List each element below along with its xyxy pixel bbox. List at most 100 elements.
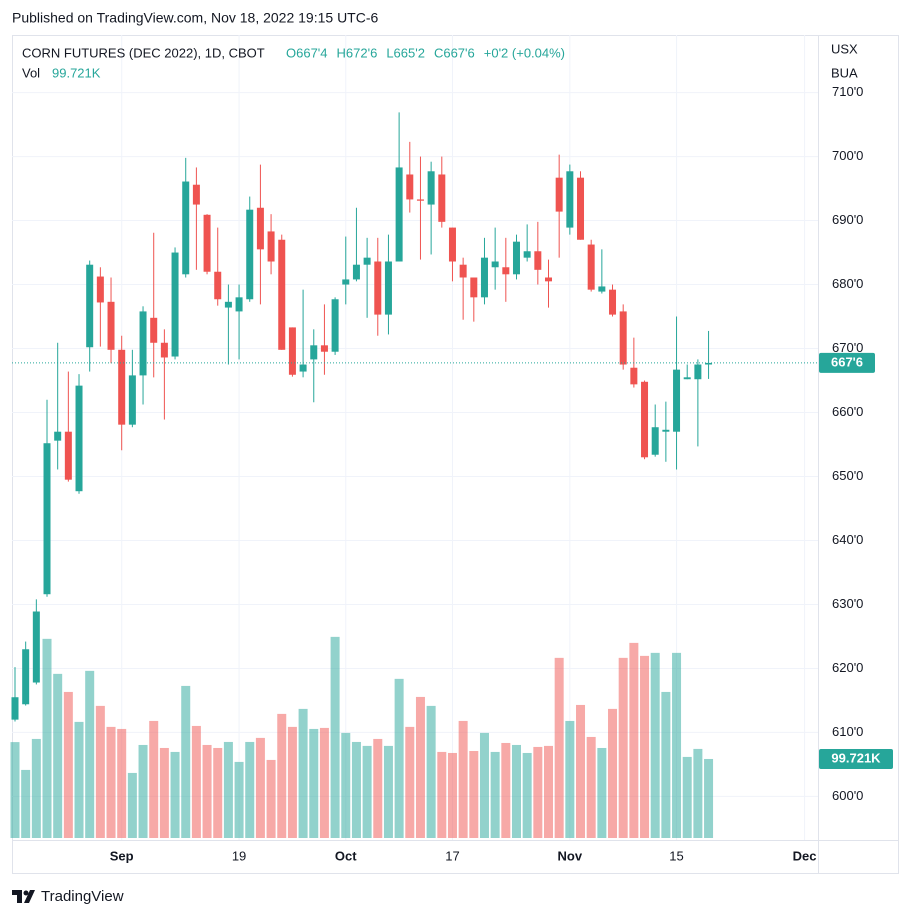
y-tick-label: 650'0 xyxy=(832,468,863,483)
last-volume-box xyxy=(819,748,893,769)
candle-body xyxy=(416,199,424,201)
candle-body xyxy=(299,364,307,372)
candle-body xyxy=(395,167,403,262)
candle-body xyxy=(331,299,339,352)
candle-body xyxy=(182,181,190,275)
legend-ohlc: O667'4 xyxy=(286,45,328,60)
candle-body xyxy=(427,171,435,205)
volume-bar xyxy=(447,752,457,838)
candle-body xyxy=(224,301,232,308)
volume-bar xyxy=(170,751,180,838)
candle-body xyxy=(86,264,94,348)
volume-bar xyxy=(479,732,489,838)
volume-bar xyxy=(415,696,425,838)
volume-bar xyxy=(544,745,553,838)
volume-bar xyxy=(586,736,596,838)
candle-body xyxy=(566,171,574,228)
candle-body xyxy=(192,184,200,205)
volume-bar xyxy=(309,728,319,838)
volume-bar xyxy=(511,744,521,838)
candle-body xyxy=(384,261,392,315)
volume-bar xyxy=(693,748,703,838)
volume-bar xyxy=(31,738,41,838)
candle-body xyxy=(374,261,382,315)
volume-bar xyxy=(53,673,63,838)
volume-bar xyxy=(373,738,383,838)
y-tick-label: 710'0 xyxy=(832,84,863,99)
labels: 600'0 610'0 620'0 630'0 640'0 650'0 660'0 670'0… xyxy=(22,41,893,863)
volume-legend-label: Vol xyxy=(22,65,40,80)
candle-body xyxy=(619,311,627,365)
x-tick-label: 17 xyxy=(445,848,459,863)
candle-body xyxy=(587,244,595,290)
volume-bar xyxy=(522,752,532,838)
volume-bar xyxy=(362,745,372,838)
candle-body xyxy=(523,251,531,258)
volume-bar xyxy=(223,741,233,838)
volume-bar xyxy=(458,720,468,838)
x-tick-label: Oct xyxy=(335,848,357,863)
candle-body xyxy=(278,239,286,350)
candle-body xyxy=(43,443,51,595)
candle-body xyxy=(598,286,606,292)
candle-body xyxy=(512,241,520,275)
candle-body xyxy=(459,264,467,278)
candle-body xyxy=(22,649,30,705)
volume-bar xyxy=(672,652,682,838)
volume-bar xyxy=(405,726,415,838)
y-tick-label: 620'0 xyxy=(832,660,863,675)
volume-bar xyxy=(341,732,351,838)
volume-bar xyxy=(565,720,575,838)
volume-bar xyxy=(618,657,628,838)
volume-bar xyxy=(213,747,223,838)
candle-body xyxy=(139,311,147,376)
candle-body xyxy=(406,174,414,200)
candle-body xyxy=(107,301,115,350)
candle-body xyxy=(705,362,713,365)
volume-bar xyxy=(42,638,52,838)
volume-bar xyxy=(597,747,607,838)
volume-bar xyxy=(490,751,500,838)
volume-bar xyxy=(127,772,137,838)
volume-legend-value: 99.721K xyxy=(52,65,101,80)
candle-body xyxy=(171,252,179,357)
volume-bar xyxy=(501,742,511,838)
candle-body xyxy=(160,342,168,358)
frame xyxy=(12,35,899,874)
volume-bar xyxy=(576,704,586,838)
volume-bar xyxy=(234,761,244,838)
candle-body xyxy=(288,327,296,375)
candle-body xyxy=(235,297,243,312)
published-note: Published on TradingView.com, Nov 18, 20… xyxy=(12,10,379,26)
last-price-label: 667'6 xyxy=(831,354,863,369)
legend-ohlc: C667'6 xyxy=(434,45,475,60)
currency-label: USX xyxy=(831,41,858,56)
volume-bar xyxy=(138,744,148,838)
candle-body xyxy=(502,267,510,275)
volume-bar xyxy=(383,745,393,838)
legend-change: +0'2 (+0.04%) xyxy=(484,45,565,60)
y-tick-label: 680'0 xyxy=(832,276,863,291)
logo-dot xyxy=(23,890,29,896)
volume-bar xyxy=(319,727,329,838)
volume-bar xyxy=(469,750,479,838)
candle-body xyxy=(214,271,222,300)
last-price-box xyxy=(819,352,875,373)
volume-bar xyxy=(650,652,660,838)
volume-bar xyxy=(245,741,255,838)
candle-body xyxy=(534,251,542,270)
candle-body xyxy=(438,174,446,222)
y-tick-label: 630'0 xyxy=(832,596,863,611)
volume-bar xyxy=(10,742,20,838)
volume-bar xyxy=(202,744,212,838)
volume-bar xyxy=(298,708,308,838)
candle-body xyxy=(673,369,681,432)
volume-bar xyxy=(255,737,265,838)
candle-body xyxy=(32,611,40,683)
volume-bar xyxy=(533,746,543,838)
candle-body xyxy=(118,349,126,425)
volume-bar xyxy=(95,705,105,838)
y-tick-label: 670'0 xyxy=(832,340,863,355)
candle-body xyxy=(545,277,552,282)
